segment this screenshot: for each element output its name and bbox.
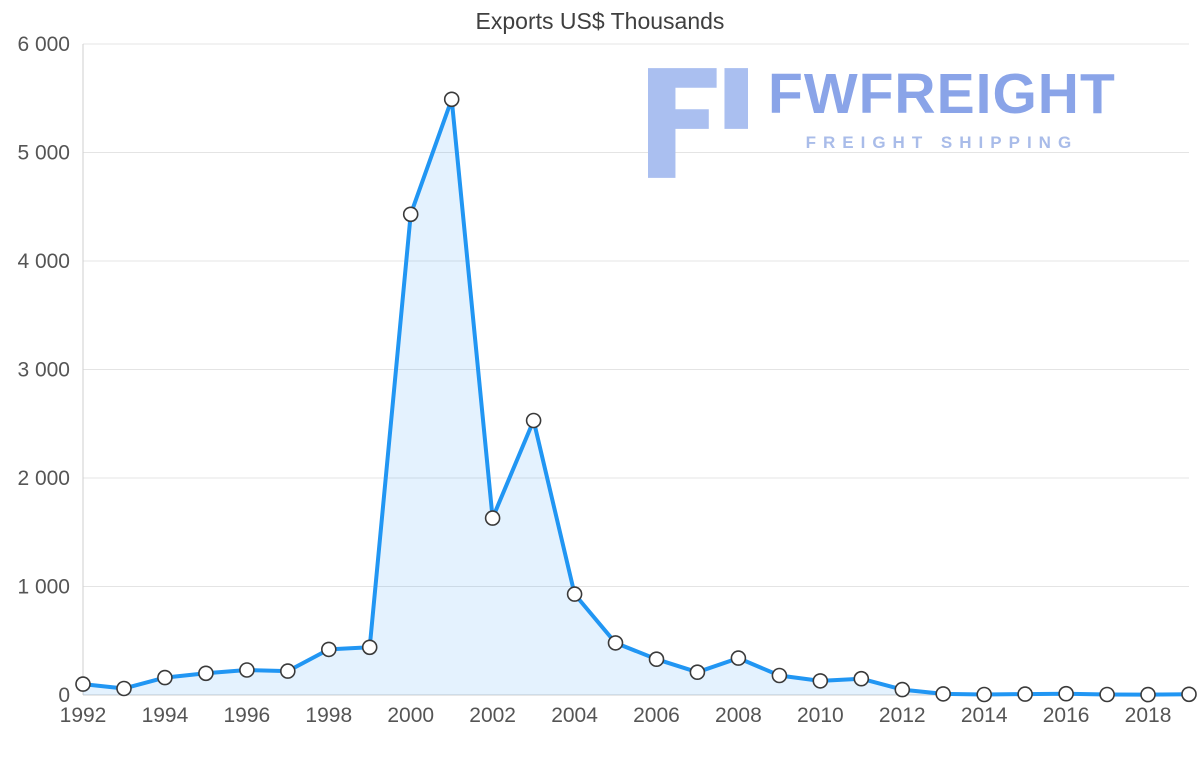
- data-point-marker[interactable]: [279, 663, 296, 679]
- data-point-marker[interactable]: [198, 665, 214, 682]
- x-axis-label: 2004: [551, 704, 598, 727]
- x-axis-label: 2002: [469, 704, 516, 727]
- data-point-marker[interactable]: [853, 670, 870, 687]
- data-point-marker[interactable]: [976, 686, 993, 703]
- data-point-marker[interactable]: [239, 662, 255, 678]
- x-axis-label: 2008: [715, 704, 762, 727]
- data-point-marker[interactable]: [566, 586, 583, 602]
- y-axis-label: 2 000: [17, 467, 70, 490]
- data-point-marker[interactable]: [1058, 685, 1074, 702]
- y-axis-label: 0: [58, 684, 70, 707]
- x-axis-label: 2010: [797, 704, 844, 727]
- y-axis-label: 6 000: [17, 33, 70, 56]
- data-point-marker[interactable]: [935, 686, 952, 702]
- x-axis-label: 2014: [961, 704, 1008, 727]
- chart-title: Exports US$ Thousands: [475, 8, 725, 34]
- data-point-marker[interactable]: [1099, 686, 1115, 703]
- x-axis-label: 1996: [223, 704, 270, 727]
- data-point-marker[interactable]: [730, 650, 747, 666]
- data-point-marker[interactable]: [157, 669, 173, 686]
- data-point-marker[interactable]: [607, 635, 624, 651]
- x-axis-label: 2012: [879, 704, 926, 727]
- data-point-marker[interactable]: [320, 641, 337, 658]
- data-point-marker[interactable]: [771, 667, 788, 684]
- x-axis-label: 1998: [305, 704, 352, 727]
- data-point-marker[interactable]: [402, 206, 419, 223]
- x-axis-label: 2018: [1125, 704, 1172, 727]
- data-point-marker[interactable]: [894, 681, 911, 698]
- data-point-marker[interactable]: [361, 639, 378, 656]
- data-point-marker[interactable]: [1017, 686, 1033, 702]
- data-point-marker[interactable]: [648, 651, 665, 668]
- data-point-marker[interactable]: [443, 91, 460, 108]
- x-axis-label: 1992: [60, 704, 107, 727]
- x-axis-label: 2000: [387, 704, 434, 727]
- y-axis-label: 5 000: [17, 142, 70, 165]
- data-point-marker[interactable]: [484, 510, 501, 526]
- x-axis-label: 2016: [1043, 704, 1090, 727]
- area-fill: [83, 99, 1189, 696]
- y-axis-label: 1 000: [17, 576, 70, 599]
- data-point-marker[interactable]: [812, 673, 829, 689]
- data-point-marker[interactable]: [525, 412, 542, 429]
- data-point-marker[interactable]: [1181, 686, 1197, 703]
- data-point-marker[interactable]: [75, 676, 91, 692]
- y-axis-label: 4 000: [17, 250, 70, 273]
- y-axis-label: 3 000: [17, 359, 70, 382]
- data-point-marker[interactable]: [116, 680, 132, 697]
- x-axis-label: 1994: [142, 704, 189, 727]
- x-axis-label: 2006: [633, 704, 680, 727]
- data-point-marker[interactable]: [689, 664, 706, 681]
- data-point-marker[interactable]: [1140, 686, 1156, 703]
- series-line: [81, 97, 1191, 697]
